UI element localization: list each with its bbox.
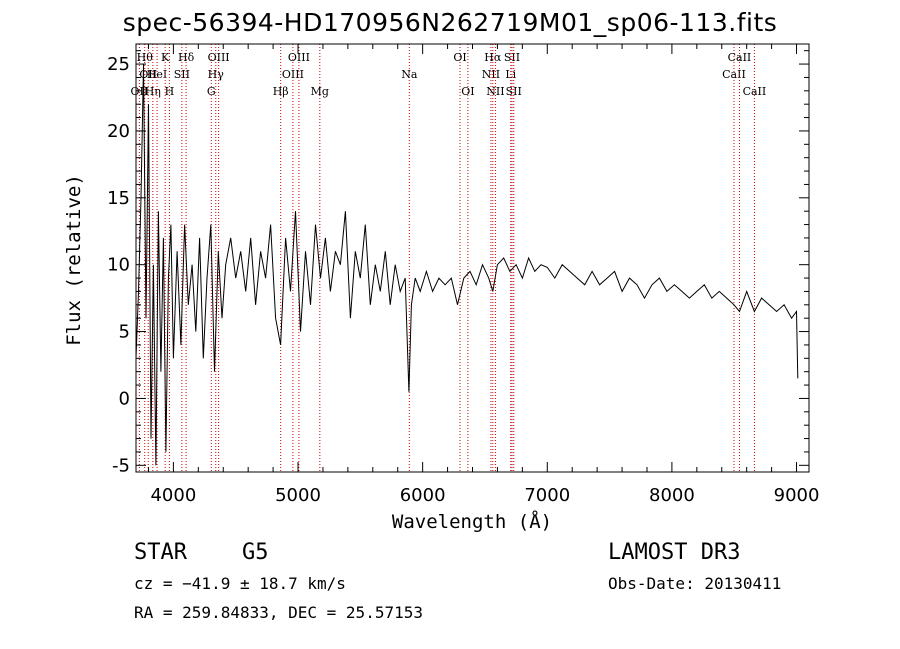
spectral-line-markers: OIIHθOIIHηHeIKHSIIHδGHγOIIIHβOIIIOIIIMgN…: [131, 44, 767, 472]
spectral-line-label: OIII: [208, 51, 230, 64]
axis-ticks: 4000 5000 6000 7000 8000 9000 -5 0 5 10 15 20 25: [107, 44, 819, 506]
chart-title: spec-56394-HD170956N262719M01_sp06-113.f…: [122, 8, 778, 37]
spectral-line-label: Hη: [145, 85, 161, 98]
spectral-line-label: Li: [505, 68, 516, 81]
spectral-line-label: NII: [486, 85, 504, 98]
x-tick-label: 8000: [649, 485, 695, 506]
spectral-line-label: CaII: [728, 51, 752, 64]
observation-date: Obs-Date: 20130411: [608, 574, 782, 593]
spectral-line-label: Hθ: [137, 51, 154, 64]
object-subclass: G5: [242, 540, 269, 565]
plot-frame: [135, 43, 810, 473]
x-tick-label: 4000: [150, 485, 196, 506]
y-tick-label: 10: [107, 255, 130, 276]
y-axis-label: Flux (relative): [63, 174, 85, 346]
spectral-line-label: CaII: [743, 85, 767, 98]
y-tick-label: 15: [107, 188, 130, 209]
spectral-line-label: CaII: [722, 68, 746, 81]
spectral-line-label: OIII: [288, 51, 310, 64]
coordinates: RA = 259.84833, DEC = 25.57153: [134, 603, 423, 622]
redshift-value: cz = −41.9 ± 18.7 km/s: [134, 574, 346, 593]
spectral-line-label: Hα: [484, 51, 502, 64]
x-axis-label: Wavelength (Å): [392, 510, 552, 533]
y-tick-label: 0: [119, 388, 130, 409]
spectral-line-label: OI: [453, 51, 466, 64]
spectral-line-label: SII: [506, 85, 522, 98]
spectral-line-label: K: [161, 51, 170, 64]
spectral-line-label: NII: [482, 68, 500, 81]
spectral-line-label: SII: [174, 68, 190, 81]
spectral-line-label: HeI: [147, 68, 167, 81]
spectral-line-label: Hγ: [208, 68, 225, 81]
y-tick-label: 5: [119, 322, 130, 343]
spectral-line-label: OIII: [282, 68, 304, 81]
x-tick-label: 9000: [774, 485, 820, 506]
spectral-line-label: Hδ: [178, 51, 195, 64]
y-tick-label: 20: [107, 121, 130, 142]
y-tick-label: 25: [107, 54, 130, 75]
spectral-line-label: H: [165, 85, 175, 98]
object-class: STAR: [134, 540, 187, 565]
spectral-line-label: SII: [504, 51, 520, 64]
spectral-line-label: Hβ: [273, 85, 289, 98]
spectral-line-label: Mg: [311, 85, 329, 98]
spectral-line-label: OI: [461, 85, 474, 98]
y-tick-label: -5: [112, 455, 130, 476]
spectral-line-label: G: [207, 85, 216, 98]
spectral-line-label: Na: [401, 68, 418, 81]
x-tick-label: 6000: [400, 485, 446, 506]
x-tick-label: 7000: [524, 485, 570, 506]
survey-name: LAMOST DR3: [608, 540, 741, 565]
x-tick-label: 5000: [275, 485, 321, 506]
spectrum-line: [135, 64, 799, 466]
